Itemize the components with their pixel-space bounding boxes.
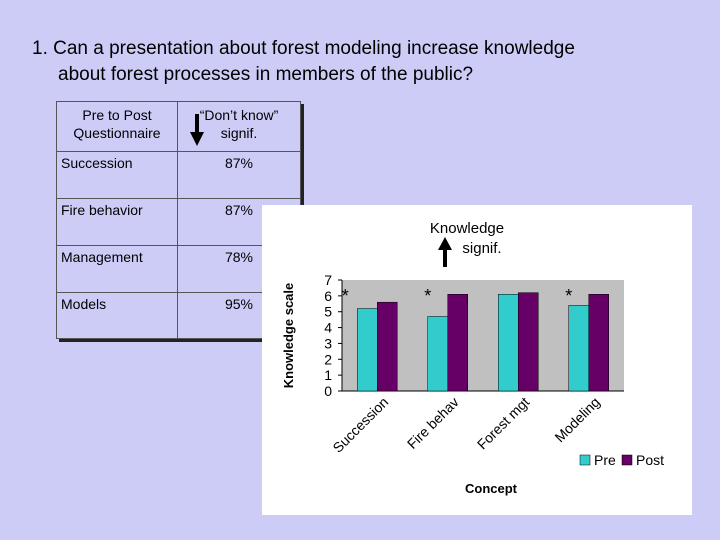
legend-label-post: Post — [636, 452, 664, 468]
bar-post — [377, 301, 398, 392]
y-tick-label: 6 — [324, 288, 332, 304]
table-cell-label: Models — [57, 292, 178, 338]
table-row: Models 95% — [57, 292, 300, 338]
knowledge-signif-annotation: Knowledge signif. — [412, 219, 522, 267]
slide-title-line1: 1. Can a presentation about forest model… — [32, 38, 575, 59]
table-cell-value: 95% — [224, 295, 254, 312]
y-tick-label: 5 — [324, 304, 332, 320]
y-tick-label: 2 — [324, 351, 332, 367]
y-tick-label: 4 — [324, 320, 332, 336]
x-tick-label: Succession — [329, 394, 391, 456]
slide-title-line2: about forest processes in members of the… — [58, 64, 474, 85]
slide-title: 1. Can a presentation about forest model… — [32, 36, 712, 88]
significance-mark: * — [342, 286, 349, 306]
legend-swatch-post — [621, 454, 633, 466]
y-tick-label: 1 — [324, 367, 332, 383]
bar-pre — [498, 294, 519, 392]
down-arrow-icon — [190, 114, 204, 146]
table-row: Succession 87% — [57, 151, 300, 199]
table-cell-label: Succession — [57, 151, 178, 199]
table-cell-label: Management — [57, 245, 178, 293]
table-cell-label: Fire behavior — [57, 198, 178, 246]
legend-label-pre: Pre — [594, 452, 616, 468]
x-tick-label: Fire behav — [404, 394, 462, 452]
bar-pre — [427, 316, 448, 392]
y-tick-label: 3 — [324, 335, 332, 351]
up-arrow-icon — [438, 237, 452, 267]
annotation-line1: Knowledge — [429, 220, 505, 237]
x-tick-label: Modeling — [551, 394, 602, 445]
bar-pre — [568, 305, 589, 392]
table-header-row: Pre to Post Questionnaire “Don’t know” s… — [57, 102, 300, 152]
table-header-dont-know-label: “Don’t know” signif. — [199, 107, 279, 141]
annotation-line2: signif. — [462, 240, 502, 257]
y-axis-label: Knowledge scale — [281, 283, 296, 388]
bar-pre — [357, 308, 378, 392]
bar-post — [518, 292, 539, 392]
legend-swatch-pre — [579, 454, 591, 466]
bar-post — [588, 294, 609, 392]
y-tick-label: 7 — [324, 272, 332, 288]
table-cell-value: 87% — [177, 151, 300, 199]
table-header-dont-know: “Don’t know” signif. — [177, 102, 300, 152]
knowledge-chart-panel: 0 1 2 3 4 5 6 7 Knowledge scale * Succession * Fire … — [262, 205, 692, 515]
table-header-questionnaire: Pre to Post Questionnaire — [57, 102, 178, 152]
x-tick-label: Forest mgt — [474, 394, 533, 453]
y-tick-label: 0 — [324, 383, 332, 399]
significance-mark: * — [565, 286, 572, 306]
x-axis-label: Concept — [465, 481, 518, 496]
bar-post — [447, 294, 468, 392]
significance-mark: * — [424, 286, 431, 306]
